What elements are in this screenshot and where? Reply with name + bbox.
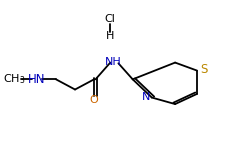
Text: S: S	[200, 63, 207, 76]
Text: O: O	[90, 95, 98, 105]
Text: H: H	[106, 31, 114, 41]
Text: HN: HN	[28, 73, 46, 86]
Text: Cl: Cl	[105, 14, 115, 24]
Text: NH: NH	[105, 57, 122, 67]
Text: N: N	[141, 92, 150, 102]
Text: CH$_3$: CH$_3$	[3, 72, 25, 86]
